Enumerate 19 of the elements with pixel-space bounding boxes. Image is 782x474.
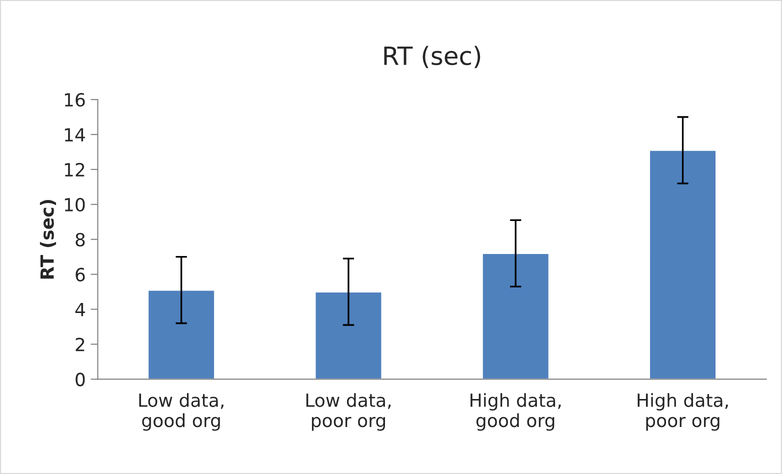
y-tick-label: 4: [75, 302, 85, 316]
bar: [314, 291, 383, 380]
y-tick-label: 10: [64, 198, 85, 212]
y-tick-label: 6: [76, 268, 85, 282]
x-tick-label: High data, good org: [470, 393, 561, 431]
y-tick-label: 16: [64, 93, 85, 107]
y-tick-label: 0: [76, 372, 85, 386]
chart-title: RT (sec): [384, 46, 480, 68]
y-tick-label: 2: [76, 338, 84, 352]
x-tick-label: Low data, poor org: [306, 393, 391, 431]
y-tick-label: 12: [64, 162, 84, 176]
x-tick-label: Low data, good org: [139, 393, 224, 431]
bar: [482, 252, 550, 380]
bar: [147, 289, 216, 380]
x-tick-label: High data, poor org: [638, 393, 728, 431]
y-tick-label: 14: [64, 128, 85, 142]
y-axis-title: RT (sec): [40, 200, 56, 279]
y-tick-label: 8: [76, 232, 85, 246]
bar: [648, 150, 717, 380]
